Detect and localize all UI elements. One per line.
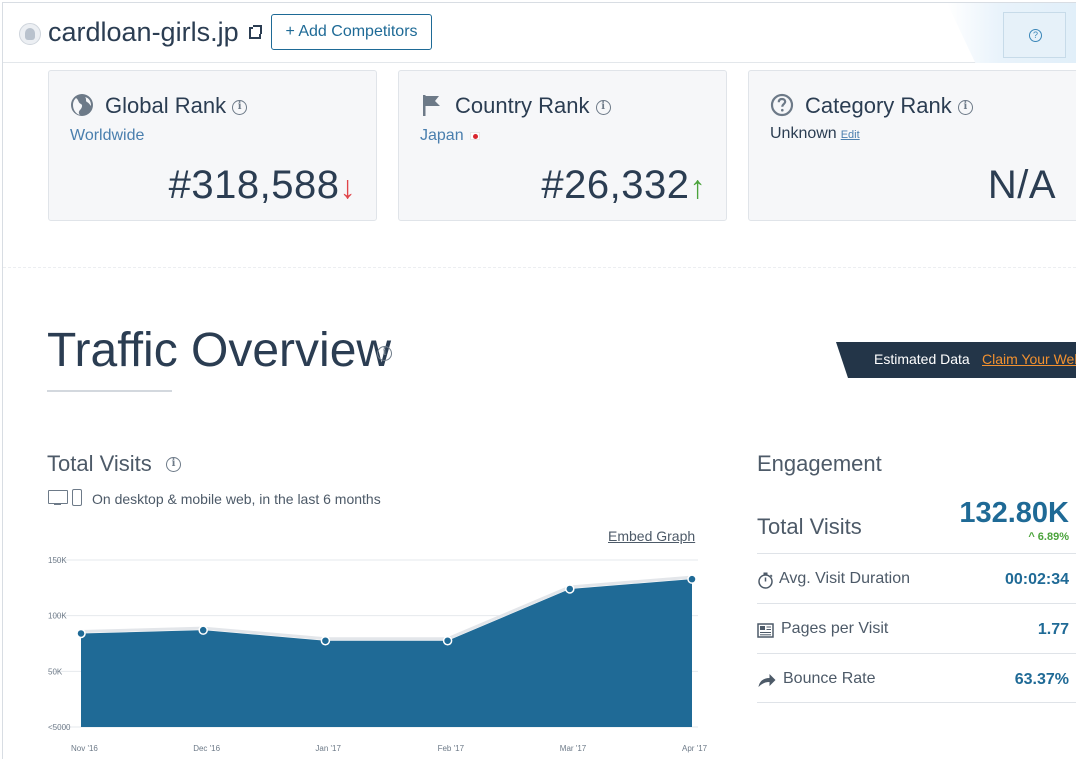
japan-flag-icon (469, 131, 480, 140)
globe-icon (71, 94, 93, 116)
help-button[interactable]: ? (1003, 12, 1066, 58)
category-rank-value: N/A (987, 163, 1056, 207)
duration-value: 00:02:34 (1004, 571, 1069, 588)
pages-icon (757, 623, 774, 638)
engagement-row-duration: Avg. Visit Duration 00:02:34 (757, 553, 1076, 603)
duration-label: Avg. Visit Duration (779, 570, 911, 587)
caret-up-icon: ^ (1028, 531, 1038, 543)
claim-website-link[interactable]: Claim Your Website (982, 351, 1076, 367)
edit-category-link[interactable]: Edit (840, 129, 860, 141)
question-icon: ? (1029, 29, 1042, 42)
global-rank-value: #318,588 (168, 163, 340, 207)
external-link-icon[interactable] (249, 25, 262, 39)
visits-change: ^ 6.89% (1028, 531, 1069, 543)
arrow-up-icon: ↑ (689, 169, 706, 205)
bounce-value: 63.37% (1014, 671, 1069, 688)
engagement-title: Engagement (757, 451, 882, 476)
total-visits-title: Total Visits (47, 451, 152, 476)
engagement-total-visits-label: Total Visits (757, 514, 862, 539)
stopwatch-icon (758, 572, 773, 589)
country-rank-scope[interactable]: Japan (420, 127, 480, 145)
engagement-row-bounce: Bounce Rate 63.37% (757, 653, 1076, 703)
global-rank-title: Global Rank i (105, 93, 248, 119)
site-title: cardloan-girls.jp (48, 17, 239, 47)
engagement-bottom-border (757, 702, 1076, 703)
embed-graph-link[interactable]: Embed Graph (608, 528, 696, 544)
category-rank-title: Category Rank i (805, 93, 973, 119)
bounce-arrow-icon (758, 674, 776, 687)
category-name: Unknown (770, 125, 837, 142)
arrow-down-icon: ↓ (339, 169, 356, 205)
question-circle-icon (770, 93, 794, 117)
global-rank-scope[interactable]: Worldwide (70, 127, 145, 144)
global-rank-title-text: Global Rank (105, 93, 227, 118)
info-icon[interactable]: i (957, 99, 973, 115)
desktop-icon (48, 490, 68, 505)
country-rank-title-text: Country Rank (455, 93, 590, 118)
pages-label: Pages per Visit (781, 620, 889, 637)
estimated-data-banner: Estimated Data Claim Your Website (836, 342, 1076, 378)
country-rank-value: #26,332 (541, 163, 690, 207)
section-divider (3, 267, 1076, 268)
country-rank-value-wrap: #26,332↑ (541, 163, 706, 208)
global-rank-card: Global Rank i Worldwide #318,588↓ (48, 70, 377, 221)
info-icon[interactable]: i (166, 457, 181, 472)
add-competitors-button[interactable]: + Add Competitors (271, 14, 432, 50)
title-underline (47, 390, 172, 392)
estimated-data-label: Estimated Data (874, 351, 970, 367)
engagement-total-visits-value: 132.80K (959, 497, 1069, 529)
visits-change-value: 6.89% (1037, 531, 1069, 543)
country-rank-card: Country Rank i Japan #26,332↑ (398, 70, 727, 221)
site-favicon (19, 23, 41, 45)
info-icon[interactable]: i (232, 99, 248, 115)
category-scope: Unknown Edit (770, 125, 860, 143)
category-rank-card: Category Rank i Unknown Edit N/A (748, 70, 1076, 221)
info-icon[interactable]: i (595, 99, 611, 115)
engagement-row-pages: Pages per Visit 1.77 (757, 603, 1076, 653)
info-icon[interactable]: i (377, 346, 392, 361)
mobile-icon (72, 489, 82, 506)
global-rank-value-wrap: #318,588↓ (169, 163, 356, 208)
country-rank-title: Country Rank i (455, 93, 611, 119)
bounce-label: Bounce Rate (783, 670, 876, 687)
site-header: cardloan-girls.jp + Add Competitors ? (3, 3, 1076, 63)
pages-value: 1.77 (1037, 621, 1069, 638)
total-visits-description: On desktop & mobile web, in the last 6 m… (92, 491, 381, 507)
category-rank-title-text: Category Rank (805, 93, 952, 118)
traffic-overview-title: Traffic Overview (47, 324, 392, 377)
flag-icon (423, 95, 440, 116)
country-name: Japan (420, 127, 464, 144)
